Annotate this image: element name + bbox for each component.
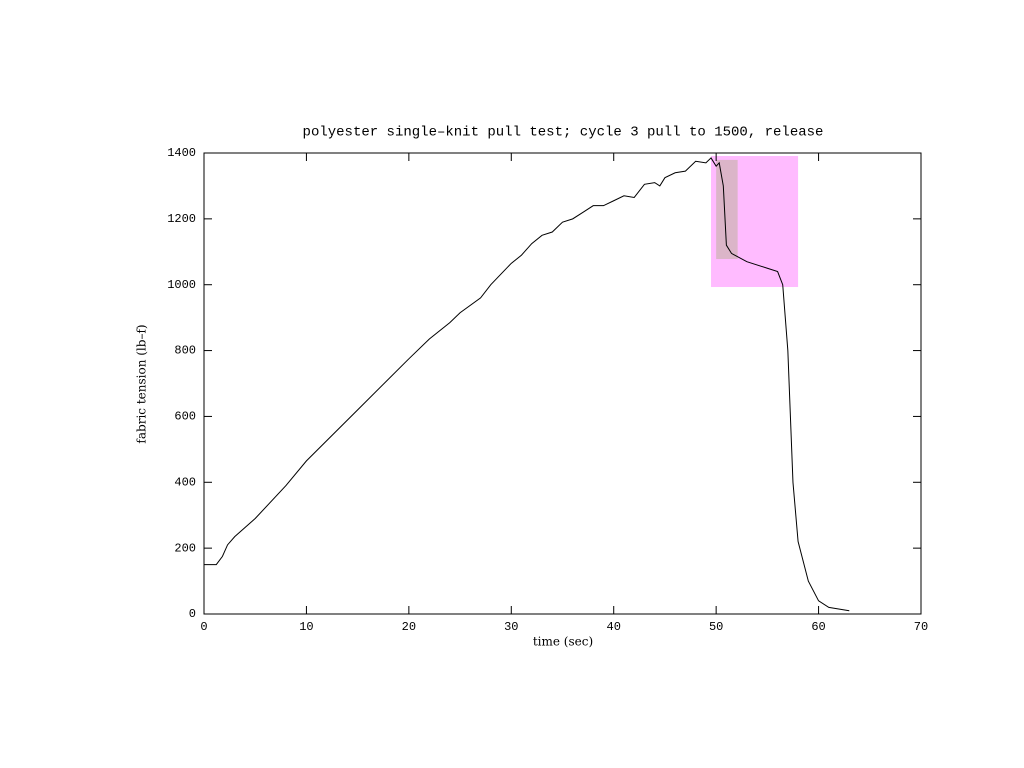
y-tick-label: 1200 [167, 212, 196, 226]
x-tick-label: 40 [607, 620, 621, 634]
y-tick-label: 0 [189, 607, 196, 621]
x-tick-label: 60 [811, 620, 825, 634]
data-line [204, 157, 850, 612]
chart-title: polyester single–knit pull test; cycle 3… [303, 125, 824, 141]
x-tick-label: 10 [299, 620, 313, 634]
plot-frame [203, 152, 922, 615]
highlight-region [716, 159, 738, 260]
x-tick-label: 50 [709, 620, 723, 634]
y-tick-label: 800 [174, 344, 196, 358]
x-axis-label: time (sec) [533, 635, 593, 649]
y-tick-label: 200 [174, 541, 196, 555]
x-tick-label: 70 [914, 620, 928, 634]
y-tick-label: 1400 [167, 146, 196, 160]
y-tick-label: 400 [174, 475, 196, 489]
y-tick-label: 600 [174, 410, 196, 424]
y-axis-label: fabric tension (lb–f) [135, 324, 149, 443]
x-tick-label: 0 [200, 620, 207, 634]
x-tick-label: 30 [504, 620, 518, 634]
y-tick-label: 1000 [167, 278, 196, 292]
x-tick-label: 20 [402, 620, 416, 634]
